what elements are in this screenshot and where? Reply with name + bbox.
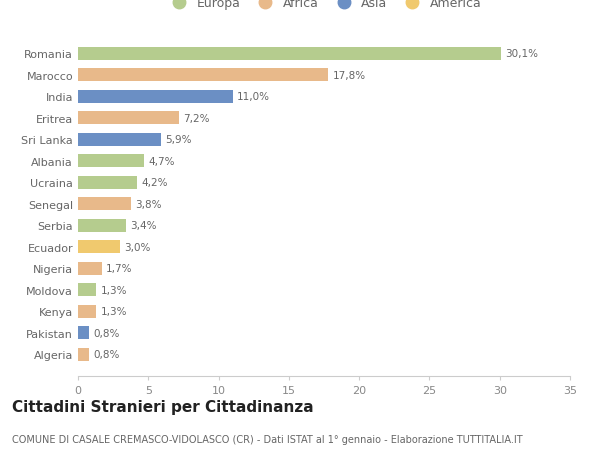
Bar xyxy=(78,69,328,82)
Bar xyxy=(78,176,137,189)
Text: 11,0%: 11,0% xyxy=(237,92,270,102)
Text: Cittadini Stranieri per Cittadinanza: Cittadini Stranieri per Cittadinanza xyxy=(12,399,314,414)
Text: 4,2%: 4,2% xyxy=(141,178,168,188)
Text: 30,1%: 30,1% xyxy=(505,49,538,59)
Bar xyxy=(78,112,179,125)
Text: 0,8%: 0,8% xyxy=(94,328,120,338)
Bar xyxy=(78,198,131,211)
Text: 1,3%: 1,3% xyxy=(100,307,127,316)
Bar xyxy=(78,219,126,232)
Bar xyxy=(78,155,144,168)
Text: 5,9%: 5,9% xyxy=(165,135,191,145)
Text: 4,7%: 4,7% xyxy=(148,157,175,166)
Text: 1,7%: 1,7% xyxy=(106,263,133,274)
Legend: Europa, Africa, Asia, America: Europa, Africa, Asia, America xyxy=(166,0,482,10)
Bar xyxy=(78,284,96,297)
Bar xyxy=(78,48,501,61)
Bar xyxy=(78,305,96,318)
Text: 7,2%: 7,2% xyxy=(184,113,210,123)
Text: 3,0%: 3,0% xyxy=(124,242,151,252)
Bar xyxy=(78,348,89,361)
Text: 3,4%: 3,4% xyxy=(130,221,157,231)
Text: 1,3%: 1,3% xyxy=(100,285,127,295)
Text: 17,8%: 17,8% xyxy=(332,71,365,81)
Text: COMUNE DI CASALE CREMASCO-VIDOLASCO (CR) - Dati ISTAT al 1° gennaio - Elaborazio: COMUNE DI CASALE CREMASCO-VIDOLASCO (CR)… xyxy=(12,434,523,444)
Bar xyxy=(78,90,233,104)
Bar xyxy=(78,262,102,275)
Bar xyxy=(78,134,161,146)
Text: 0,8%: 0,8% xyxy=(94,349,120,359)
Bar xyxy=(78,241,120,253)
Text: 3,8%: 3,8% xyxy=(136,199,162,209)
Bar xyxy=(78,326,89,339)
